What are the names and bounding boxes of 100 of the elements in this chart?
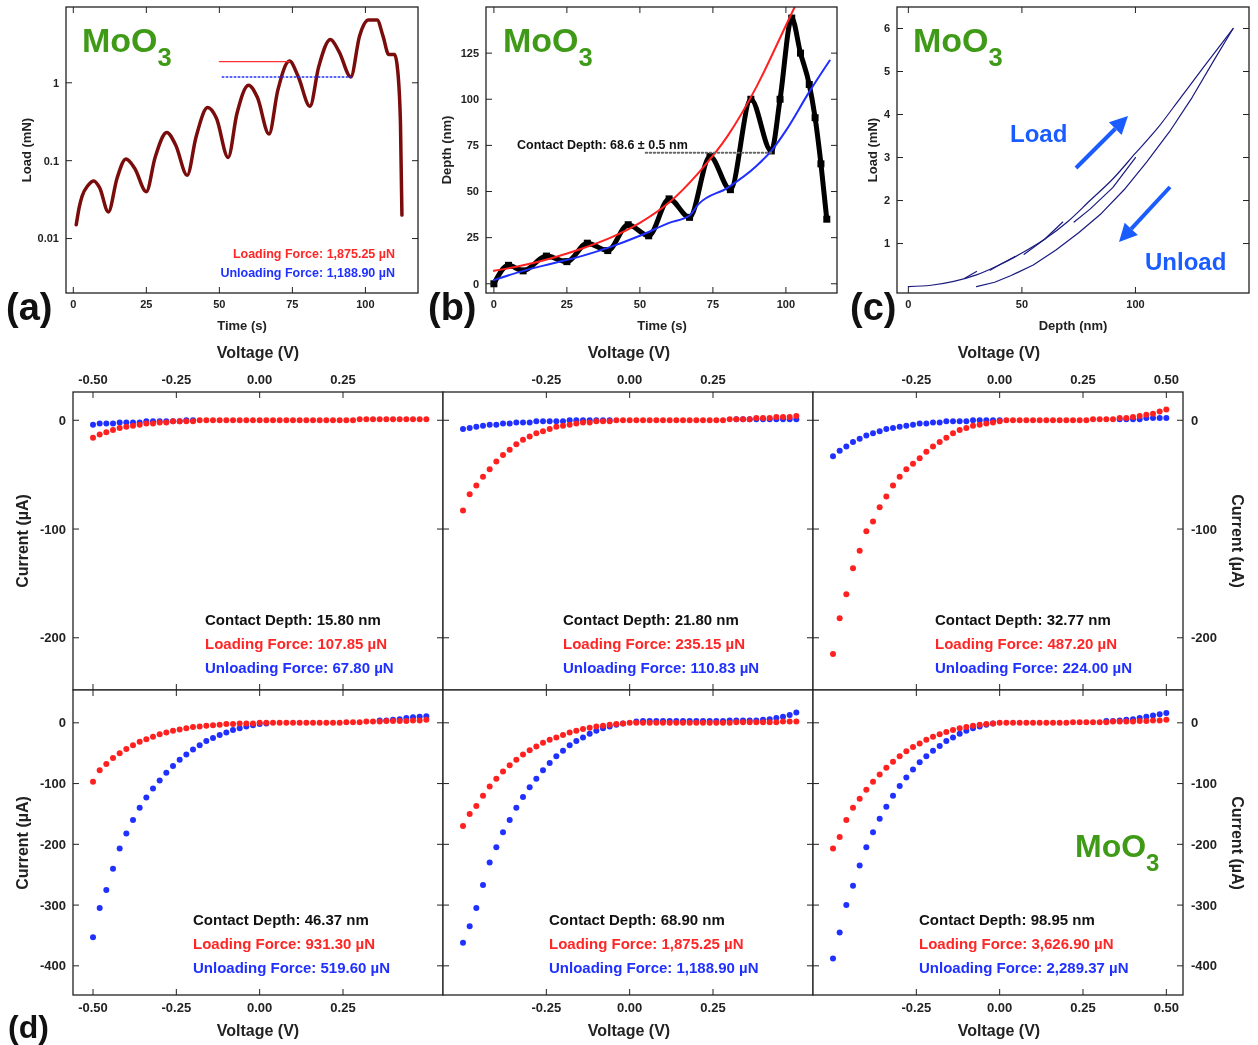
x-tick-label: 50 [633,298,647,310]
y-axis-title: Load (mN) [18,117,34,183]
x-axis-title: Voltage (V) [957,1022,1041,1039]
x2-axis-title: Voltage (V) [957,344,1041,361]
annotation: MoO$_{3}$ [913,21,1003,71]
x2-tick-label: -0.50 [78,372,108,387]
x2-axis-title: Voltage (V) [587,344,671,361]
y-tick-label: 100 [460,93,479,106]
y-tick-label: -100 [39,776,66,792]
y-tick-label: 0 [58,412,66,428]
x-tick-label: 25 [560,298,574,310]
annotation: Unloading Force: 1,188.90 µN [549,959,759,976]
text: (d) [8,1009,49,1045]
y-tick-label: -200 [39,836,66,852]
annotation: Loading Force: 931.30 µN [193,935,376,952]
y-tick-label: 0 [472,277,479,290]
x-tick-label: 75 [706,298,720,310]
y2-axis-title: Current (µA) [1229,494,1247,588]
y2-tick-label: 0 [1191,715,1199,731]
annotation: Contact Depth: 68.6 ± 0.5 nm [517,138,688,152]
y2-tick-label: -100 [1191,521,1218,537]
annotation: Contact Depth: 21.80 nm [563,611,739,628]
x-tick-label: 50 [213,298,226,310]
x2-tick-label: 0.25 [1070,372,1096,387]
annotation: Unloading Force: 224.00 µN [935,659,1133,676]
x2-tick-label: -0.25 [531,372,562,387]
annotation: Contact Depth: 15.80 nm [205,611,381,628]
y2-axis-title: Current (µA) [1229,796,1247,890]
x-tick-label: -0.25 [531,1000,562,1015]
x-tick-label: 0.25 [330,1000,356,1015]
x2-tick-label: 0.00 [987,372,1013,387]
x-tick-label: 0 [490,298,497,310]
x-tick-label: 100 [356,298,375,310]
x2-tick-label: -0.25 [901,372,932,387]
annotation: Unload [1145,248,1227,275]
x-tick-label: 25 [140,298,153,310]
y-axis-title: Depth (nm) [438,115,454,185]
y-tick-label: 4 [883,108,891,121]
annotation: Loading Force: 1,875.25 µN [549,935,744,952]
annotation: Load [1010,120,1068,147]
annotation: Contact Depth: 32.77 nm [935,611,1111,628]
x-axis-title: Voltage (V) [587,1022,671,1039]
x2-tick-label: 0.00 [617,372,643,387]
annotation: Unloading Force: 2,289.37 µN [919,959,1129,976]
x-tick-label: 0.00 [247,1000,273,1015]
y-tick-label: -400 [39,958,66,974]
annotation: MoO$_{3}$ [82,21,172,71]
y2-tick-label: 0 [1191,412,1199,428]
x-tick-label: 0.25 [1070,1000,1096,1015]
x-tick-label: 0.00 [617,1000,643,1015]
y-tick-label: 2 [883,194,890,207]
y-tick-label: 0.1 [43,154,59,167]
x-tick-label: 0.00 [987,1000,1013,1015]
x-tick-label: -0.25 [161,1000,192,1015]
y-tick-label: 5 [883,65,890,78]
y2-tick-label: -200 [1191,836,1218,852]
x-axis-title: Time (s) [217,318,267,333]
x-tick-label: 0.25 [700,1000,726,1015]
y2-tick-label: -300 [1191,897,1218,913]
x2-tick-label: 0.25 [330,372,356,387]
x-tick-label: 0 [905,298,912,310]
y-axis-title: Load (mN) [864,117,880,183]
y-axis-title: Current (µA) [13,494,31,588]
annotation: Loading Force: 235.15 µN [563,635,746,652]
annotation: Loading Force: 487.20 µN [935,635,1118,652]
x2-axis-title: Voltage (V) [216,344,300,361]
annotation: Contact Depth: 98.95 nm [919,911,1095,928]
y-tick-label: -200 [39,630,66,646]
annotation: Unloading Force: 1,188.90 µN [220,266,395,280]
text: (a) [6,286,53,328]
y2-tick-label: -400 [1191,958,1218,974]
annotation: Contact Depth: 68.90 nm [549,911,725,928]
y-tick-label: -100 [39,521,66,537]
annotation: Unloading Force: 519.60 µN [193,959,391,976]
x2-tick-label: -0.25 [161,372,192,387]
annotation: Contact Depth: 46.37 nm [193,911,369,928]
y2-tick-label: -200 [1191,630,1218,646]
annotation: Loading Force: 107.85 µN [205,635,388,652]
y-tick-label: 1 [883,237,890,250]
y-tick-label: 6 [883,22,890,35]
x-tick-label: 50 [1015,298,1029,310]
y-axis-title: Current (µA) [13,796,31,890]
annotation: MoO$_{3}$ [1075,828,1160,876]
annotation: MoO$_{3}$ [503,21,593,71]
annotation: Unloading Force: 110.83 µN [563,659,760,676]
x2-tick-label: 0.00 [247,372,273,387]
y-tick-label: 75 [466,139,479,152]
x-axis-title: Voltage (V) [216,1022,300,1039]
y-tick-label: 1 [52,76,59,89]
y-tick-label: 3 [883,151,890,164]
x-tick-label: -0.25 [901,1000,932,1015]
y-tick-label: 125 [460,46,479,59]
text: (c) [850,286,897,328]
y-tick-label: 25 [466,231,479,244]
annotation: Loading Force: 3,626.90 µN [919,935,1114,952]
x2-tick-label: 0.50 [1153,372,1179,387]
y-tick-label: 0 [58,715,66,731]
x2-tick-label: 0.25 [700,372,726,387]
y2-tick-label: -100 [1191,776,1218,792]
annotation: Unloading Force: 67.80 µN [205,659,394,676]
